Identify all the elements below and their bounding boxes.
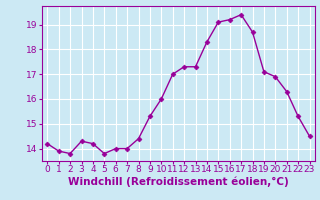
X-axis label: Windchill (Refroidissement éolien,°C): Windchill (Refroidissement éolien,°C) xyxy=(68,177,289,187)
